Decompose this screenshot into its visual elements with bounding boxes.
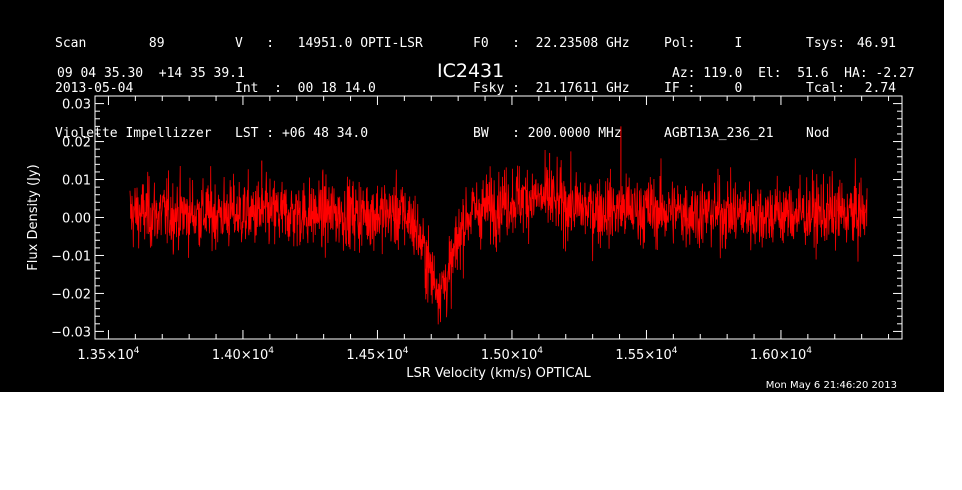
observer-name: Violette Impellizzer [55, 126, 212, 141]
x-axis-label: LSR Velocity (km/s) OPTICAL [406, 366, 591, 381]
polarization-info: Pol: I IF : 0 AGBT13A_236_21 [664, 6, 774, 171]
x-tick-label: 1.45×104 [346, 346, 408, 363]
x-tick-mantissa: 1.40×10 [212, 348, 268, 363]
tsys-value: 46.91 [856, 36, 896, 51]
lst-value: LST : +06 48 34.0 [235, 126, 369, 141]
plot-panel: Scan 89 2013-05-04 Violette Impellizzer … [0, 0, 944, 392]
tcal-value: 2.74 [864, 81, 896, 96]
y-tick-label: −0.01 [51, 249, 91, 264]
bandwidth: BW : 200.0000 MHz [473, 126, 622, 141]
x-tick-label: 1.60×104 [750, 346, 812, 363]
polarization: Pol: I [664, 36, 743, 51]
source-coordinates: 09 04 35.30 +14 35 39.1 [57, 66, 245, 81]
x-tick-mantissa: 1.55×10 [615, 348, 671, 363]
tcal-label: Tcal: [806, 81, 846, 96]
x-tick-exponent: 4 [134, 346, 140, 356]
x-tick-label: 1.55×104 [615, 346, 677, 363]
y-tick-label: 0.03 [62, 98, 91, 113]
spectrum-series [129, 149, 868, 325]
y-tick-label: 0.02 [62, 136, 91, 151]
obs-date: 2013-05-04 [55, 81, 134, 96]
x-tick-exponent: 4 [537, 346, 543, 356]
y-tick-label: 0.01 [62, 174, 91, 189]
procedure-label: Nod [806, 126, 830, 141]
az-el-ha: Az: 119.0 El: 51.6 HA: -2.27 [672, 66, 915, 81]
sky-frequency: Fsky : 21.17611 GHz [473, 81, 630, 96]
rest-frequency: F0 : 22.23508 GHz [473, 36, 630, 51]
frequency-info: F0 : 22.23508 GHz Fsky : 21.17611 GHz BW… [473, 6, 630, 171]
scan-info: Scan 89 2013-05-04 Violette Impellizzer [55, 6, 212, 171]
tsys-label: Tsys: [806, 36, 846, 51]
x-tick-mantissa: 1.45×10 [346, 348, 402, 363]
x-tick-exponent: 4 [806, 346, 812, 356]
x-tick-label: 1.40×104 [212, 346, 274, 363]
y-tick-label: 0.00 [62, 212, 91, 227]
x-tick-mantissa: 1.35×10 [77, 348, 133, 363]
scan-number: Scan 89 [55, 36, 165, 51]
source-name: IC2431 [437, 60, 505, 82]
if-number: IF : 0 [664, 81, 743, 96]
spectrum-chart: 1.35×104 1.40×104 1.45×104 1.50×104 1.55×104… [26, 95, 903, 391]
project-id: AGBT13A_236_21 [664, 126, 774, 141]
integration-time: Int : 00 18 14.0 [235, 81, 376, 96]
x-tick-exponent: 4 [672, 346, 678, 356]
velocity-info: V : 14951.0 OPTI-LSR Int : 00 18 14.0 LS… [235, 6, 423, 171]
x-tick-label: 1.35×104 [77, 346, 139, 363]
x-tick-label: 1.50×104 [481, 346, 543, 363]
system-temp-labels: Tsys: Tcal: Nod [806, 6, 845, 171]
y-tick-label: −0.03 [51, 325, 91, 340]
x-tick-exponent: 4 [268, 346, 274, 356]
x-tick-mantissa: 1.60×10 [750, 348, 806, 363]
velocity-value: V : 14951.0 OPTI-LSR [235, 36, 423, 51]
y-axis-label: Flux Density (Jy) [26, 164, 41, 270]
footer-timestamp: Mon May 6 21:46:20 2013 [766, 380, 897, 391]
x-tick-exponent: 4 [403, 346, 409, 356]
y-tick-label: −0.02 [51, 287, 91, 302]
x-tick-mantissa: 1.50×10 [481, 348, 537, 363]
system-temp-values: 46.91 2.74 [836, 6, 896, 156]
